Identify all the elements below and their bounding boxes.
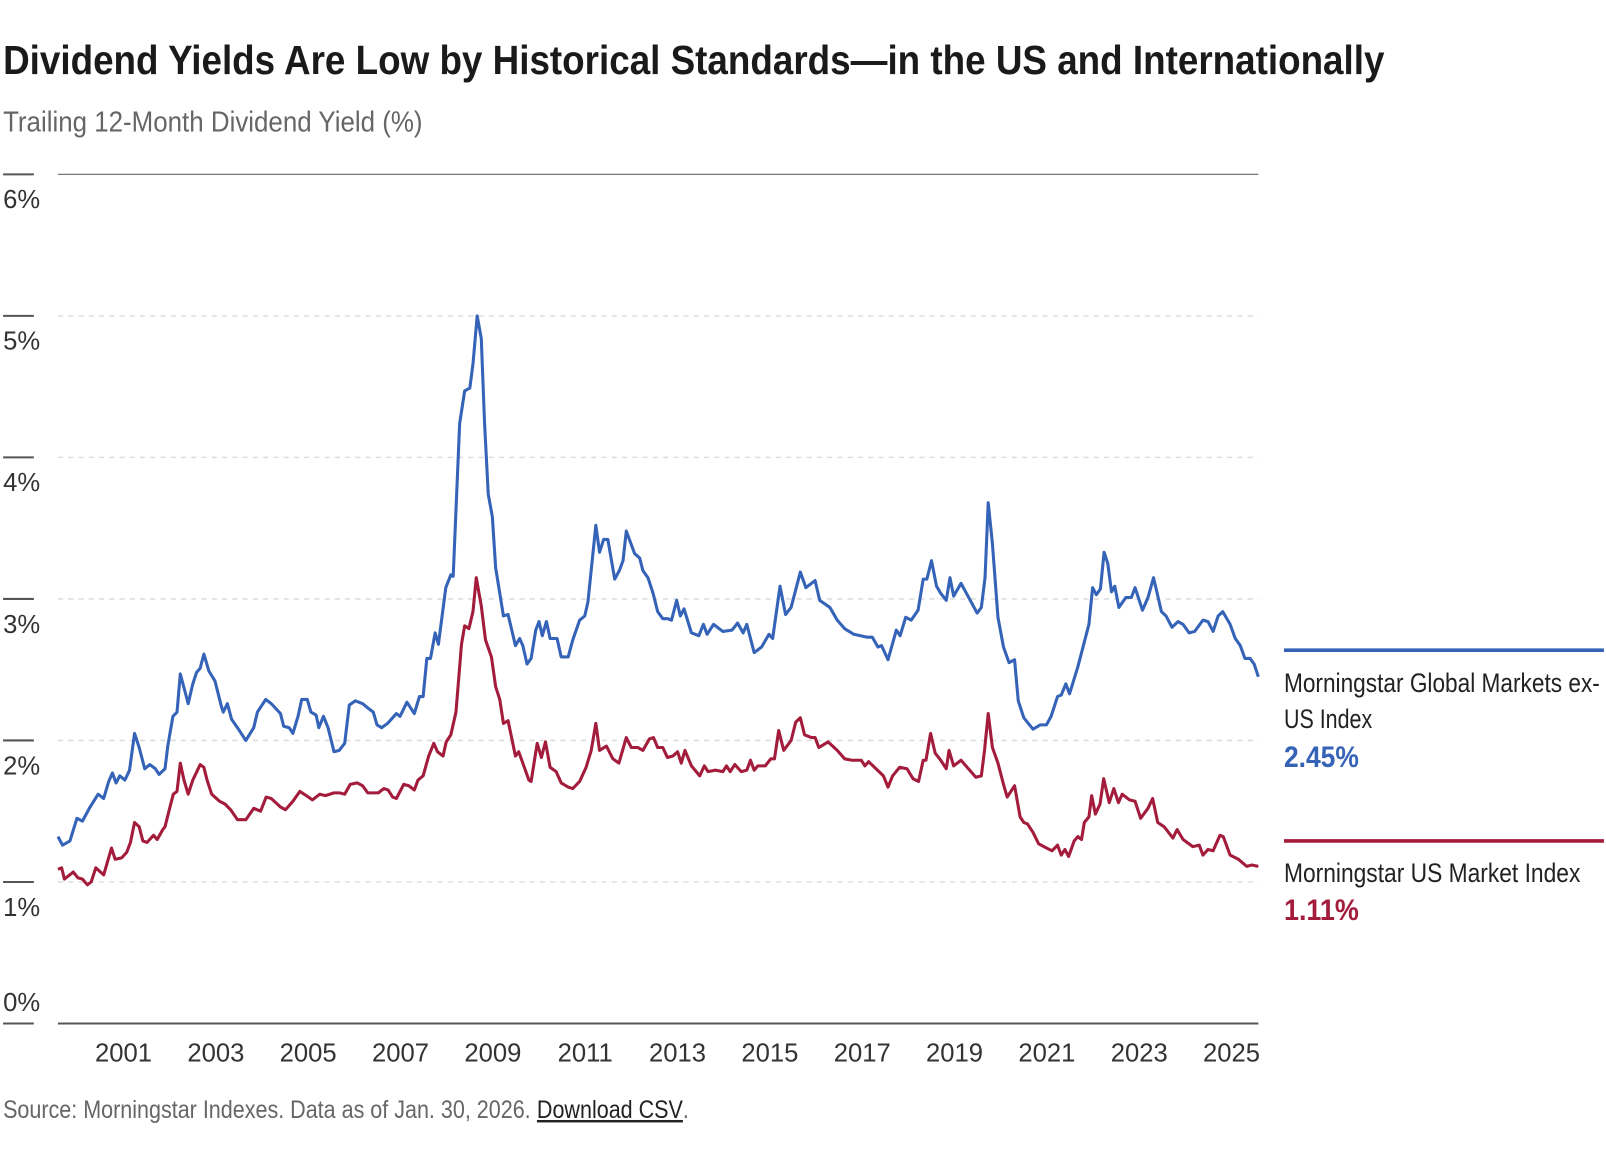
x-tick-label: 2023 [1111,1039,1168,1067]
x-tick-label: 2001 [95,1039,152,1067]
x-tick-label: 2019 [926,1039,983,1067]
legend-us-value: 1.11% [1284,894,1359,927]
gridlines [57,173,1259,1025]
x-tick-label: 2021 [1018,1039,1075,1067]
x-tick-label: 2007 [372,1039,429,1067]
download-csv-link[interactable]: Download CSV [537,1095,683,1123]
source-line: Source: Morningstar Indexes. Data as of … [3,1095,689,1123]
source-note: Source: Morningstar Indexes. Data as of … [3,1095,531,1123]
y-axis: 0% 1% 2% 3% 4% 5% 6% [3,173,40,1025]
legend-us: Morningstar US Market Index 1.11% [1283,839,1604,927]
series-line-global-ex-us [56,314,1260,847]
x-tick-label: 2017 [834,1039,891,1067]
y-tick-label: 5% [3,328,40,356]
series-lines [56,314,1260,887]
y-tick-label: 2% [3,752,40,780]
legend-global-label-line2: US Index [1284,704,1373,734]
legend-global-label-line1: Morningstar Global Markets ex- [1284,668,1600,698]
y-tick-label: 4% [3,469,40,497]
x-tick-label: 2009 [464,1039,521,1067]
chart-subtitle: Trailing 12-Month Dividend Yield (%) [3,106,422,138]
y-tick-label: 1% [3,894,40,922]
x-tick-label: 2005 [280,1039,337,1067]
y-tick-label: 3% [3,611,40,639]
x-axis: 2001 2003 2005 2007 2009 2011 2013 2015 2017 2019… [95,1039,1260,1067]
x-tick-label: 2025 [1203,1039,1260,1067]
legend-us-label: Morningstar US Market Index [1284,858,1581,888]
legend-global-value: 2.45% [1284,741,1359,774]
chart-title: Dividend Yields Are Low by Historical St… [3,37,1385,83]
x-tick-label: 2011 [558,1039,613,1067]
series-line-us-market [57,576,1259,887]
legend-global: Morningstar Global Markets ex- US Index … [1283,648,1604,774]
y-tick-label: 0% [3,989,40,1017]
x-tick-label: 2013 [649,1039,706,1067]
source-trailing-period: . [683,1095,689,1123]
y-tick-label: 6% [3,186,40,214]
x-tick-label: 2003 [187,1039,244,1067]
x-tick-label: 2015 [741,1039,798,1067]
